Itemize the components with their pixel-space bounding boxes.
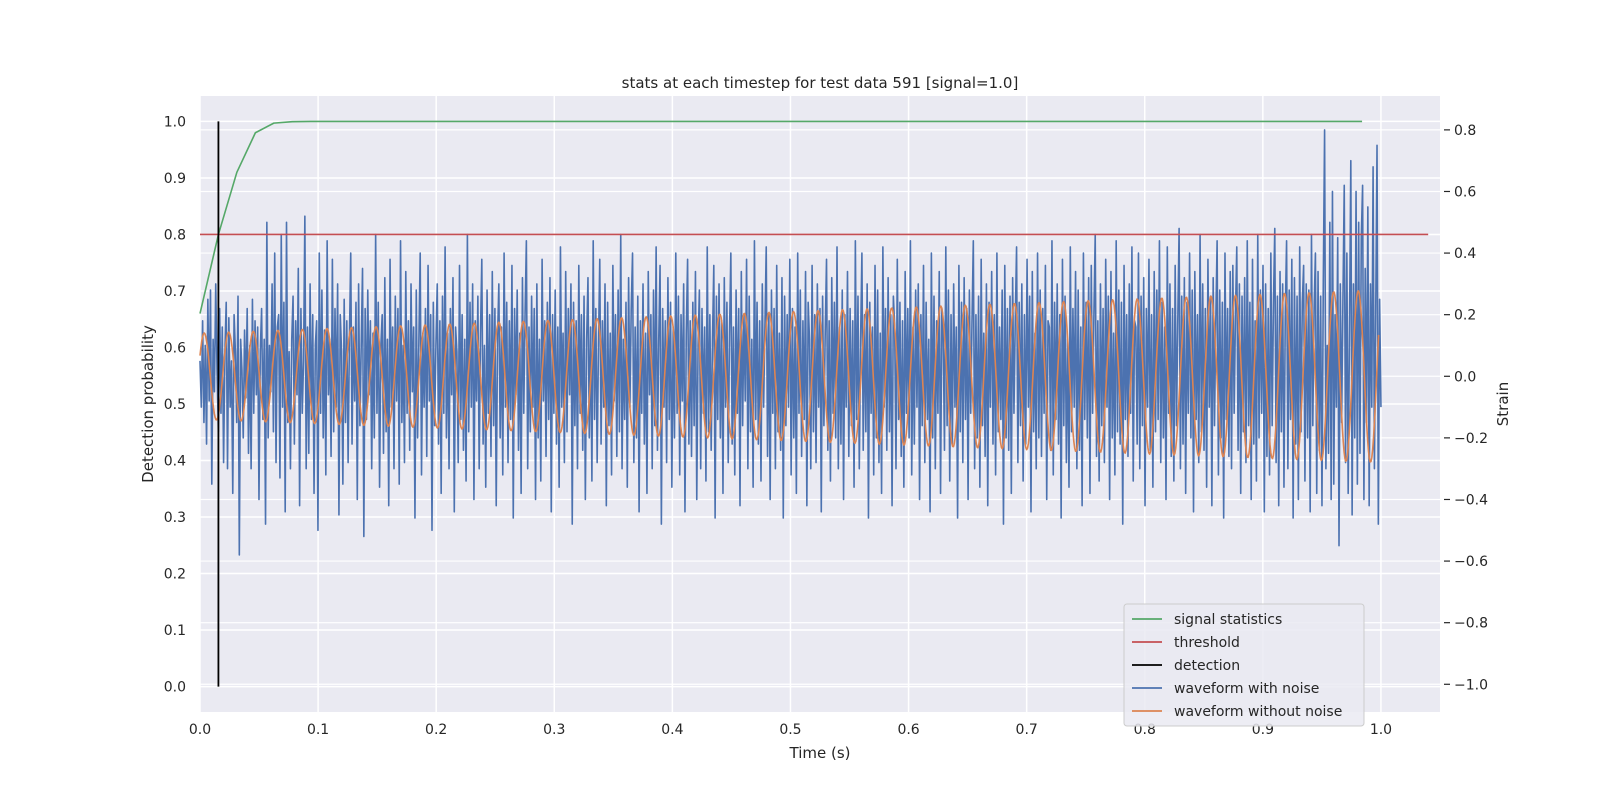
y2-tick-label: 0.6 xyxy=(1454,184,1476,200)
x-tick-label: 0.0 xyxy=(189,722,211,738)
y-tick-label: 1.0 xyxy=(164,114,186,130)
y-axis-left: 0.0 0.1 0.2 0.3 0.4 0.5 0.6 0.7 0.8 0.9 1.0 xyxy=(164,114,186,695)
chart-title: stats at each timestep for test data 591… xyxy=(622,74,1019,92)
y-tick-label: 0.5 xyxy=(164,397,186,413)
y-tick-label: 0.7 xyxy=(164,284,186,300)
legend-label: waveform with noise xyxy=(1174,681,1319,697)
y-tick-label: 0.4 xyxy=(164,454,186,470)
legend-label: threshold xyxy=(1174,635,1240,651)
y-axis-right: −1.0 −0.8 −0.6 −0.4 −0.2 0.0 0.2 0.4 0.6 0.8 xyxy=(1444,123,1488,693)
series-waveform-without-noise xyxy=(199,290,1380,463)
x-tick-label: 0.4 xyxy=(661,722,683,738)
y-tick-label: 0.8 xyxy=(164,227,186,243)
legend-label: signal statistics xyxy=(1174,612,1282,628)
y-tick-label: 0.0 xyxy=(164,680,186,696)
y2-tick-label: 0.4 xyxy=(1454,246,1476,262)
y2-tick-label: −0.6 xyxy=(1454,554,1488,570)
y-tick-label: 0.3 xyxy=(164,510,186,526)
y2-tick-label: −1.0 xyxy=(1454,677,1488,693)
series-layer xyxy=(199,120,1429,687)
legend: signal statistics threshold detection wavef… xyxy=(1123,603,1365,727)
x-tick-label: 0.3 xyxy=(543,722,565,738)
y-tick-label: 0.1 xyxy=(164,623,186,639)
y-axis-label: Detection probability xyxy=(139,325,157,483)
y-tick-label: 0.6 xyxy=(164,340,186,356)
y-tick-label: 0.9 xyxy=(164,171,186,187)
x-tick-label: 0.6 xyxy=(897,722,919,738)
x-tick-label: 0.5 xyxy=(779,722,801,738)
y2-tick-label: 0.0 xyxy=(1454,369,1476,385)
x-tick-label: 0.7 xyxy=(1016,722,1038,738)
y-tick-label: 0.2 xyxy=(164,567,186,583)
y2-tick-label: −0.2 xyxy=(1454,431,1488,447)
y2-axis-label: Strain xyxy=(1494,382,1512,426)
x-axis-label: Time (s) xyxy=(789,744,851,762)
y2-tick-label: −0.8 xyxy=(1454,616,1488,632)
y2-tick-label: 0.2 xyxy=(1454,308,1476,324)
legend-label: waveform without noise xyxy=(1174,704,1342,720)
series-signal-statistics xyxy=(199,120,1363,314)
legend-label: detection xyxy=(1174,658,1240,674)
legend-box xyxy=(1123,603,1365,727)
x-tick-label: 0.1 xyxy=(307,722,329,738)
y2-tick-label: −0.4 xyxy=(1454,492,1488,508)
x-tick-label: 1.0 xyxy=(1370,722,1392,738)
y2-tick-label: 0.8 xyxy=(1454,123,1476,139)
x-axis: 0.0 0.1 0.2 0.3 0.4 0.5 0.6 0.7 0.8 0.9 1.0 xyxy=(189,722,1392,738)
x-tick-label: 0.2 xyxy=(425,722,447,738)
